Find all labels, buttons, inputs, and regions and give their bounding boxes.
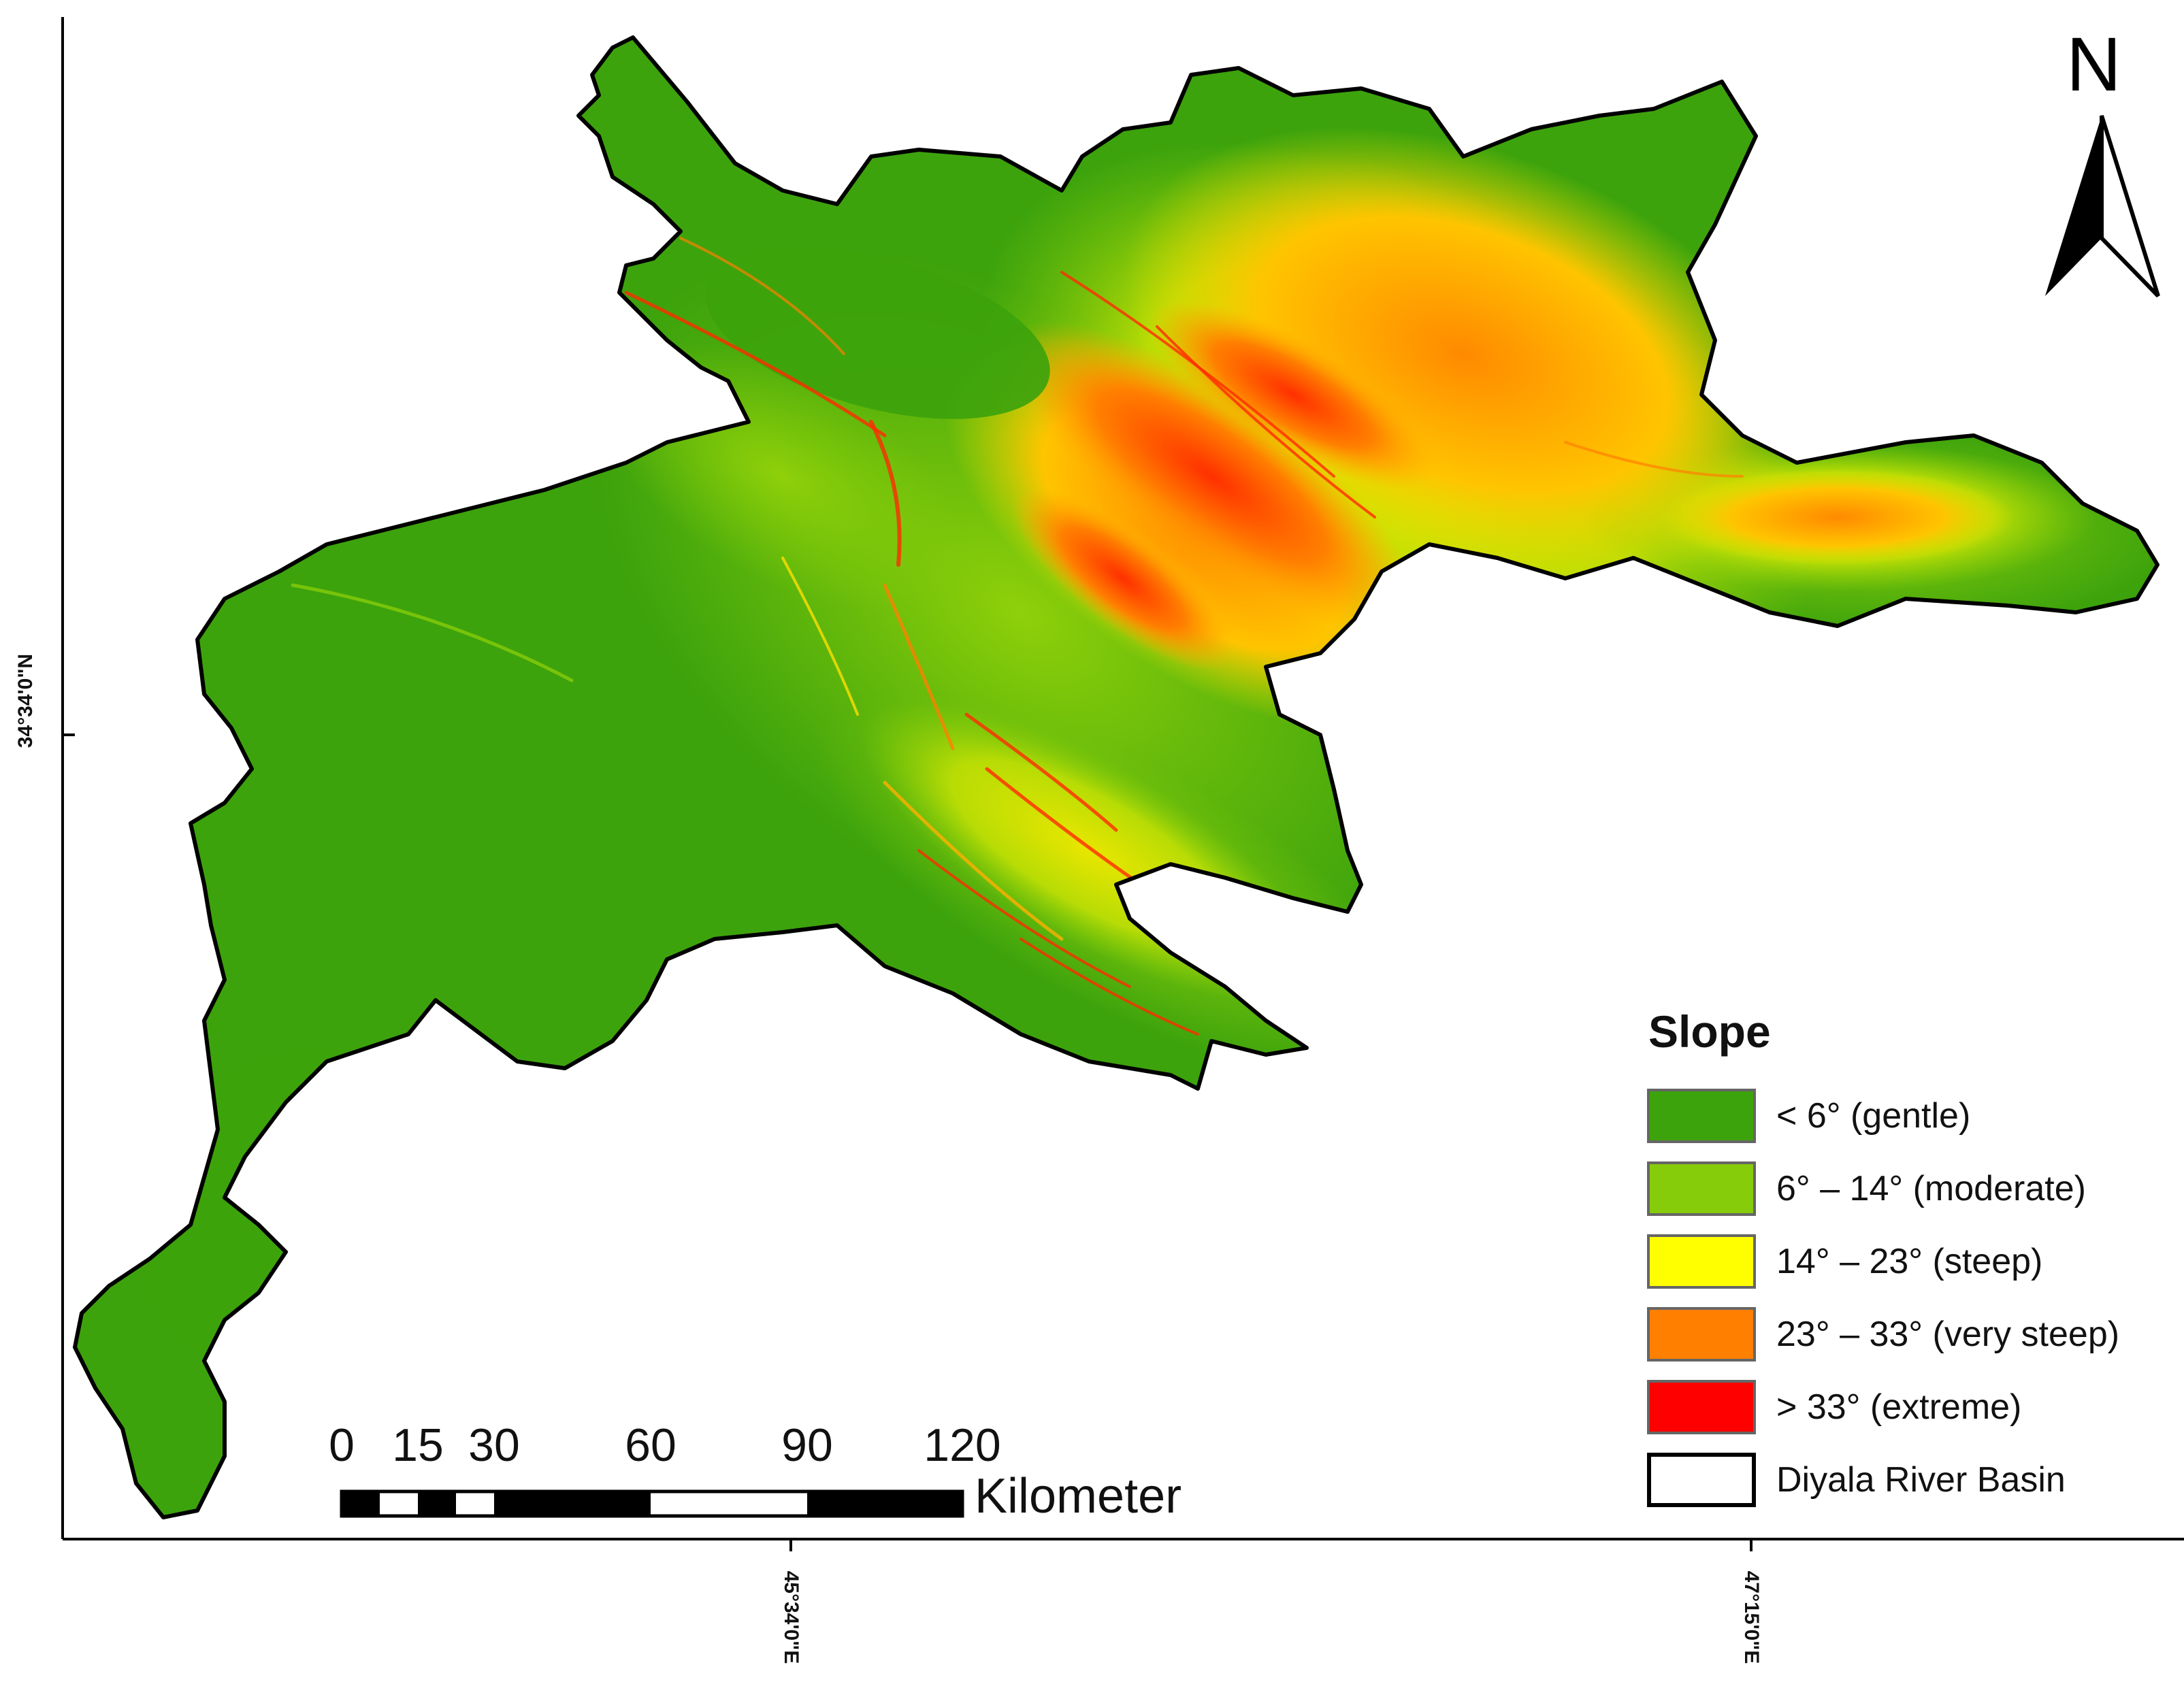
- legend-label: < 6° (gentle): [1776, 1096, 1971, 1136]
- north-arrow-icon: [2045, 115, 2160, 298]
- legend-swatch: [1647, 1307, 1756, 1362]
- legend-label: Diyala River Basin: [1776, 1460, 2066, 1500]
- legend-label: > 33° (extreme): [1776, 1387, 2022, 1427]
- legend-swatch: [1647, 1380, 1756, 1434]
- scale-tick-label: 0: [329, 1419, 355, 1471]
- legend-swatch: [1647, 1089, 1756, 1143]
- basin-boundary: [73, 35, 2159, 1519]
- longitude-label-1: 45°34'0"E: [780, 1570, 802, 1664]
- scale-tick-label: 90: [781, 1419, 833, 1471]
- legend-label: 14° – 23° (steep): [1776, 1242, 2043, 1281]
- latitude-label: 34°34'0"N: [14, 653, 37, 748]
- scale-unit-label: Kilometer: [975, 1469, 1182, 1523]
- scale-bar: [340, 1489, 964, 1518]
- legend-label: 6° – 14° (moderate): [1776, 1169, 2086, 1208]
- longitude-label-2: 47°15'0"E: [1740, 1570, 1763, 1664]
- north-label: N: [2066, 22, 2121, 107]
- scale-tick-label: 30: [468, 1419, 520, 1471]
- legend-swatch: [1647, 1234, 1756, 1289]
- legend-swatch: [1647, 1453, 1756, 1507]
- legend-swatch: [1647, 1161, 1756, 1216]
- scale-tick-label: 15: [392, 1419, 444, 1471]
- scale-tick-label: 60: [625, 1419, 677, 1471]
- legend-label: 23° – 33° (very steep): [1776, 1315, 2120, 1354]
- legend-title: Slope: [1648, 1006, 1771, 1057]
- scale-tick-label: 120: [924, 1419, 1001, 1471]
